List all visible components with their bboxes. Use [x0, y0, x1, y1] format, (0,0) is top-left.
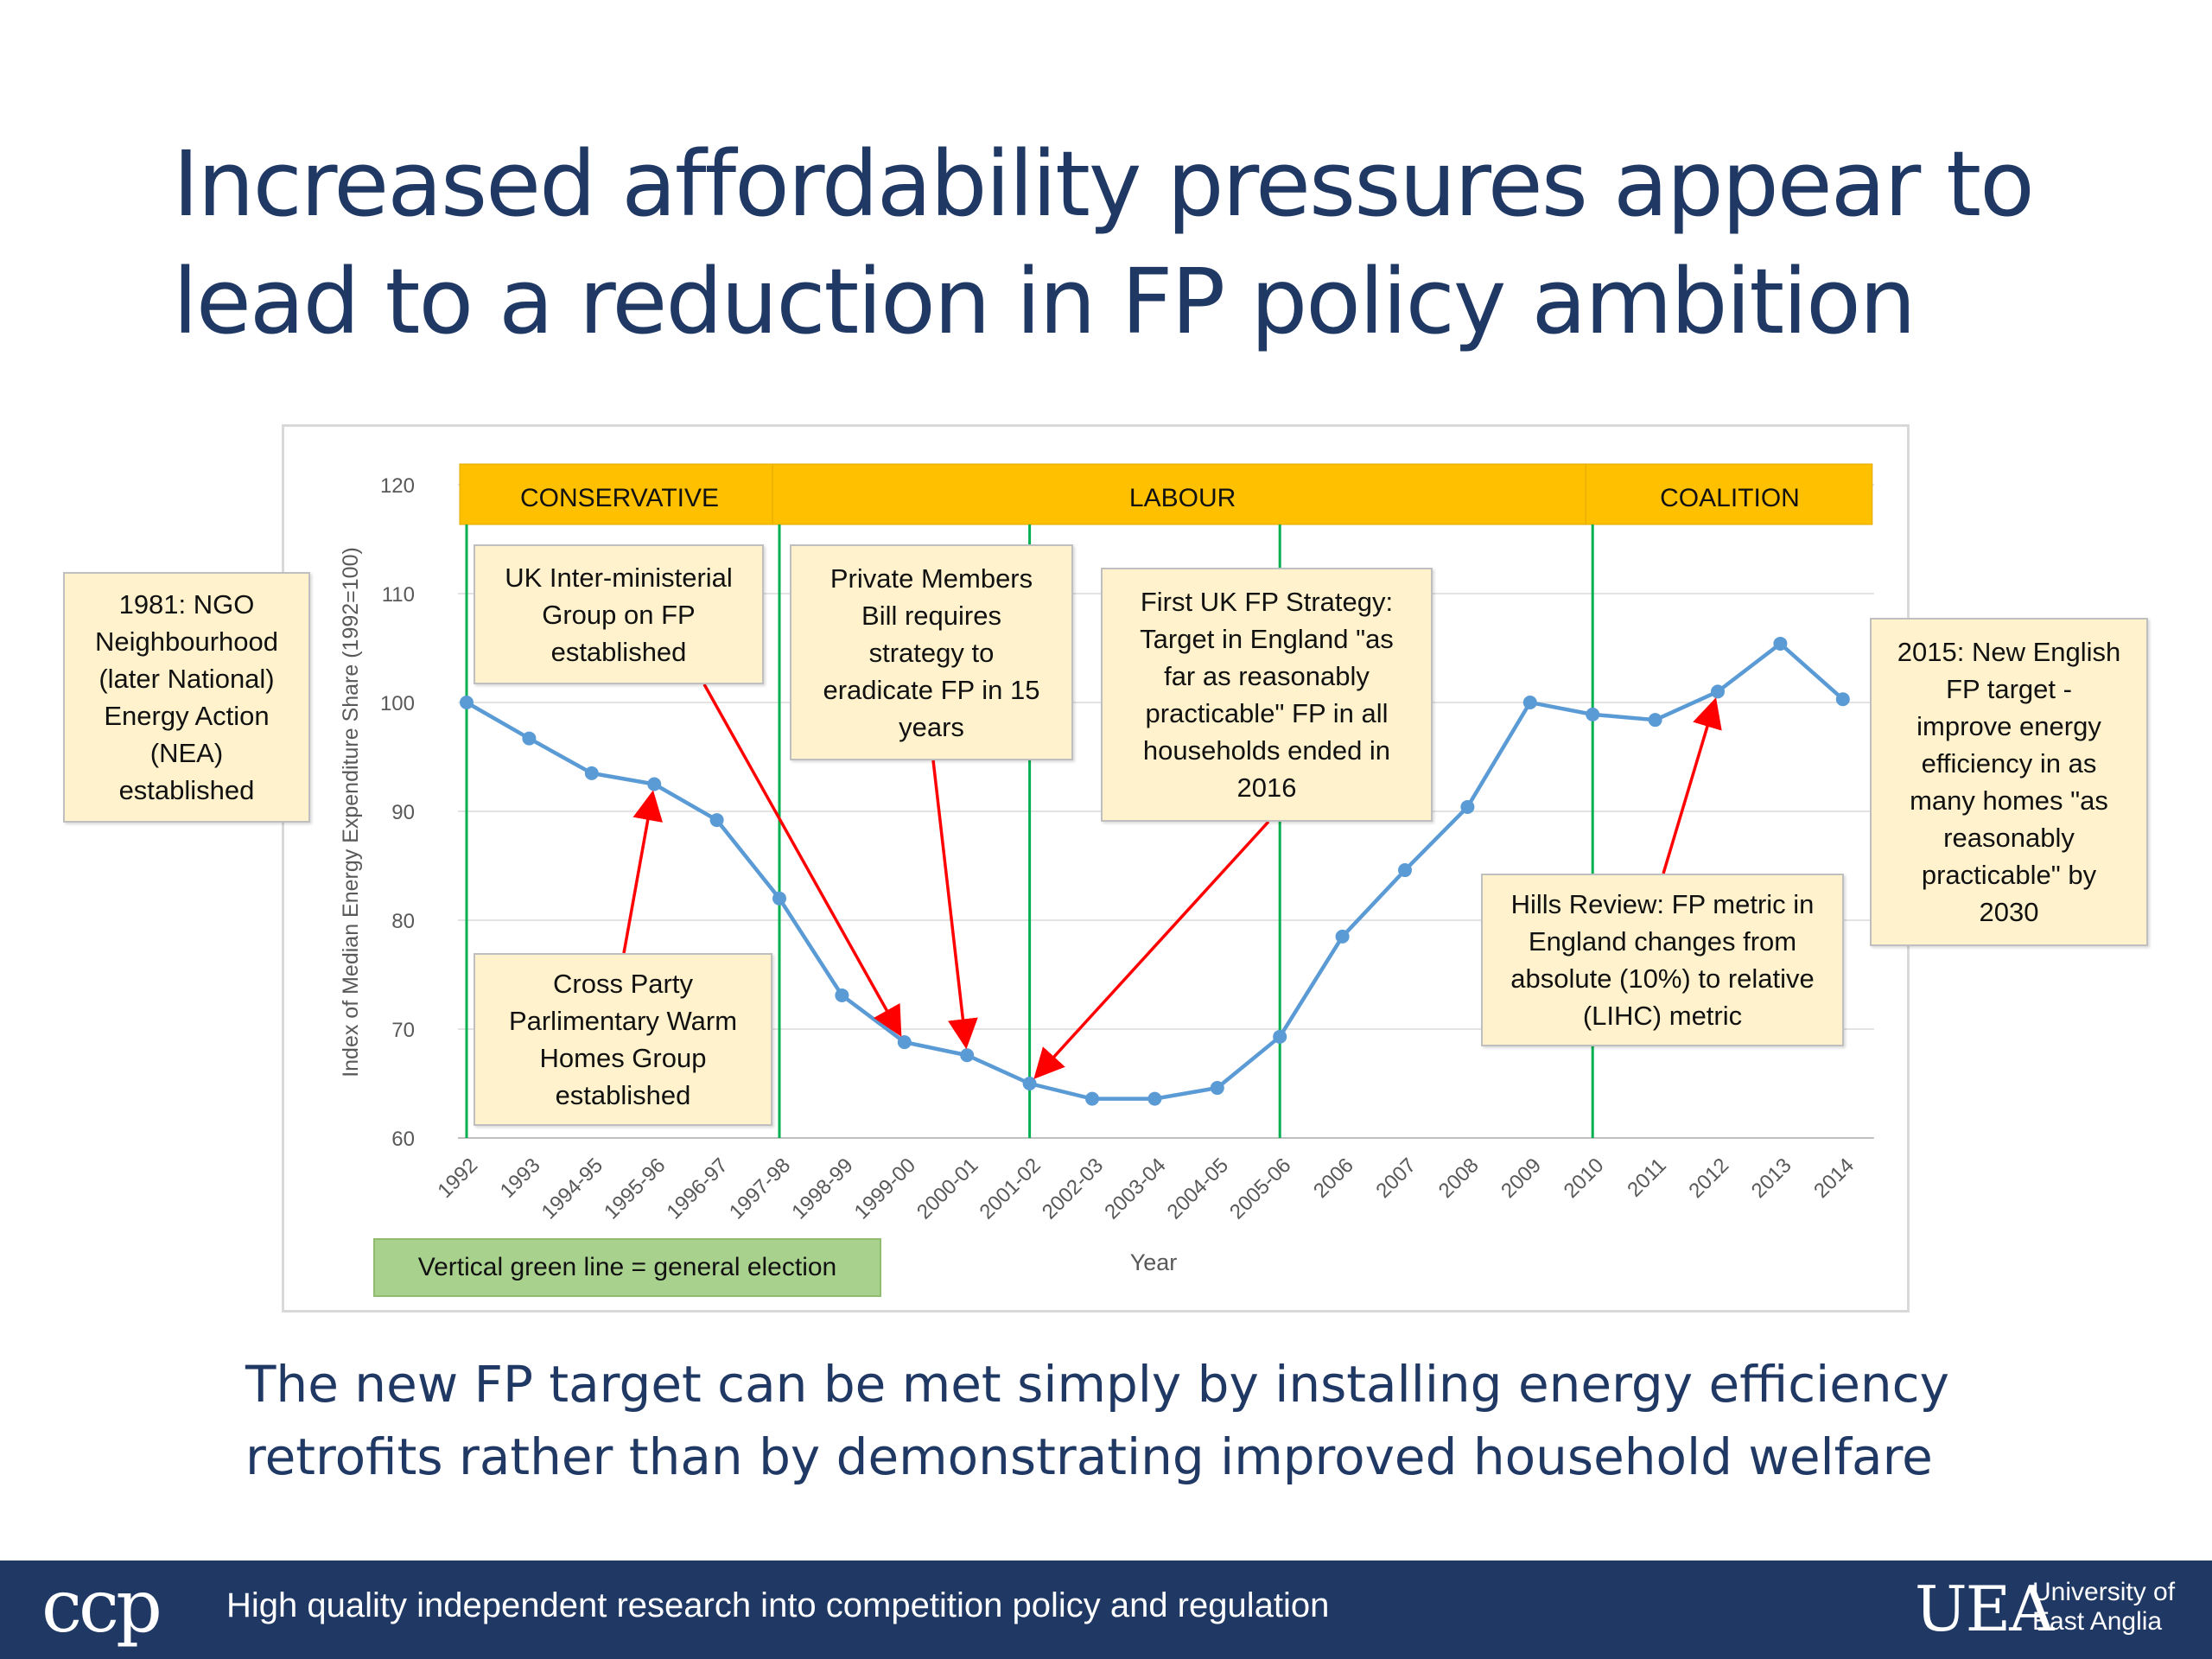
data-point	[1835, 692, 1850, 707]
x-tick-label: 2001-02	[975, 1154, 1045, 1224]
series-layer	[460, 636, 1850, 1106]
x-tick-label: 2010	[1560, 1154, 1609, 1203]
x-tick-label: 2004-05	[1163, 1154, 1233, 1224]
period-band	[772, 463, 1592, 525]
annotation-private-members-bill-text: Private Members Bill requires strategy t…	[823, 563, 1040, 742]
annotation-arrow	[622, 790, 663, 954]
y-tick-label: 60	[391, 1128, 415, 1151]
y-tick-label: 110	[382, 583, 415, 607]
annotation-arrow	[931, 760, 978, 1050]
x-axis-title: Year	[1130, 1249, 1178, 1275]
annotation-arrow	[1662, 697, 1722, 874]
period-label: LABOUR	[1129, 484, 1236, 512]
data-point	[647, 777, 662, 791]
y-tick-label: 100	[380, 692, 415, 715]
period-label: COALITION	[1660, 484, 1800, 512]
y-tick-label: 70	[391, 1019, 415, 1042]
annotation-nea-text: 1981: NGO Neighbourhood (later National)…	[94, 589, 278, 805]
x-tick-label: 2003-04	[1100, 1154, 1170, 1224]
election-legend-note: Vertical green line = general election	[373, 1238, 881, 1297]
annotation-hills-review-text: Hills Review: FP metric in England chang…	[1510, 889, 1815, 1031]
footer-bar	[0, 1560, 2212, 1659]
y-axis-title: Index of Median Energy Expenditure Share…	[339, 547, 363, 1077]
annotation-first-fp-strategy: First UK FP Strategy: Target in England …	[1101, 568, 1433, 822]
ccp-logo: ccp	[41, 1564, 162, 1649]
annotation-first-fp-strategy-text: First UK FP Strategy: Target in England …	[1140, 587, 1394, 803]
data-point	[1773, 636, 1788, 651]
annotation-warm-homes-group: Cross Party Parlimentary Warm Homes Grou…	[474, 953, 772, 1126]
data-point	[1648, 713, 1662, 728]
x-tick-label: 1999-00	[850, 1154, 920, 1224]
x-tick-label: 2005-06	[1225, 1154, 1295, 1224]
data-point	[960, 1048, 975, 1063]
data-point	[1711, 684, 1725, 699]
x-tick-label: 1997-98	[725, 1154, 795, 1224]
x-tick-label: 1992	[433, 1154, 482, 1203]
period-band	[459, 463, 779, 525]
data-point	[1586, 707, 1600, 721]
data-point	[1210, 1081, 1224, 1096]
y-tick-label: 120	[380, 474, 415, 498]
slide-title: Increased affordability pressures appear…	[173, 131, 2035, 354]
data-point	[1147, 1091, 1162, 1106]
data-point	[1335, 929, 1350, 944]
data-point	[522, 731, 537, 746]
data-point	[709, 813, 724, 828]
data-point	[1085, 1091, 1099, 1106]
x-tick-label: 1998-99	[787, 1154, 857, 1224]
x-tick-label: 2013	[1747, 1154, 1796, 1203]
x-tick-label: 2000-01	[912, 1154, 982, 1224]
data-point	[1522, 696, 1537, 709]
x-tick-label: 1996-97	[662, 1154, 732, 1224]
x-tick-label: 2008	[1434, 1154, 1484, 1203]
data-point	[1273, 1029, 1287, 1044]
x-tick-label: 2002-03	[1038, 1154, 1108, 1224]
annotation-inter-ministerial: UK Inter-ministerial Group on FP establi…	[474, 544, 764, 684]
x-tick-label: 1994-95	[537, 1154, 607, 1224]
annotation-2015-target-text: 2015: New English FP target - improve en…	[1897, 637, 2121, 927]
x-tick-label: 2012	[1684, 1154, 1733, 1203]
x-tick-label: 2007	[1371, 1154, 1421, 1203]
data-point	[460, 696, 474, 709]
data-point	[835, 988, 849, 1002]
data-point	[1398, 863, 1412, 878]
uea-logo-name: University of East Anglia	[2032, 1578, 2176, 1636]
y-tick-label: 90	[391, 801, 415, 824]
period-label: CONSERVATIVE	[520, 484, 719, 512]
y-tick-label: 80	[391, 910, 415, 933]
annotation-2015-target: 2015: New English FP target - improve en…	[1870, 618, 2148, 946]
footer-tagline: High quality independent research into c…	[226, 1586, 1330, 1624]
period-band	[1585, 463, 1873, 525]
data-point	[897, 1035, 912, 1050]
annotation-nea: 1981: NGO Neighbourhood (later National)…	[63, 572, 310, 823]
arrow-layer	[622, 683, 1722, 1079]
period-band-layer: CONSERVATIVE LABOUR COALITION	[459, 463, 1873, 525]
annotation-arrow	[702, 683, 902, 1038]
x-tick-label: 1993	[496, 1154, 545, 1203]
x-tick-label: 1995-96	[600, 1154, 670, 1224]
data-point	[772, 891, 786, 906]
annotation-arrow	[1033, 820, 1270, 1079]
annotation-private-members-bill: Private Members Bill requires strategy t…	[790, 544, 1073, 760]
data-point	[584, 766, 599, 780]
x-tick-label: 2011	[1623, 1154, 1671, 1202]
data-point	[1460, 799, 1475, 814]
annotation-inter-ministerial-text: UK Inter-ministerial Group on FP establi…	[505, 562, 733, 667]
uea-logo-mark: UEA	[1915, 1573, 2054, 1645]
x-tick-label: 2006	[1309, 1154, 1358, 1203]
x-tick-label: 2009	[1497, 1154, 1546, 1203]
x-tick-label: 2014	[1809, 1154, 1859, 1203]
slide-conclusion-text: The new FP target can be met simply by i…	[245, 1355, 1949, 1486]
data-point	[1022, 1077, 1037, 1090]
annotation-warm-homes-group-text: Cross Party Parlimentary Warm Homes Grou…	[508, 969, 738, 1110]
annotation-hills-review: Hills Review: FP metric in England chang…	[1481, 874, 1844, 1046]
